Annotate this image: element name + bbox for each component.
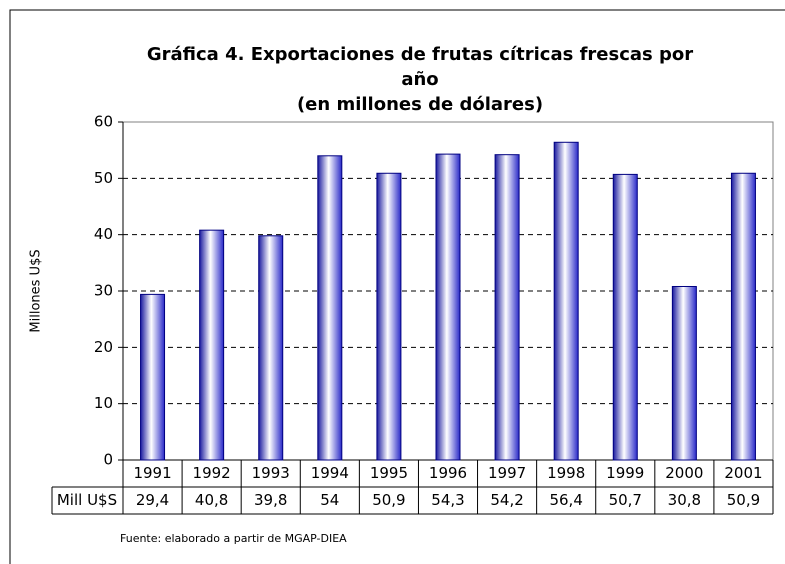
y-tick-label: 30	[94, 282, 113, 300]
data-label: 29,4	[136, 491, 169, 509]
x-tick-label: 1998	[547, 464, 585, 482]
data-label: 50,7	[609, 491, 642, 509]
y-tick-label: 20	[94, 338, 113, 356]
bar	[730, 172, 756, 461]
chart-title: año	[401, 69, 438, 90]
source: Fuente: elaborado a partir de MGAP-DIEA	[120, 532, 347, 545]
x-tick-label: 1992	[193, 464, 231, 482]
bar	[553, 141, 579, 461]
y-axis-label: Millones U$S	[29, 249, 44, 332]
y-tick-label: 10	[94, 394, 113, 412]
bar	[671, 285, 697, 461]
data-label: 54,2	[490, 491, 523, 509]
data-label: 50,9	[372, 491, 405, 509]
x-tick-label: 1997	[488, 464, 526, 482]
x-tick-label: 1993	[252, 464, 290, 482]
y-tick-label: 50	[94, 169, 113, 187]
x-tick-label: 1999	[606, 464, 644, 482]
y-tick-label: 0	[103, 451, 113, 469]
x-tick-label: 1996	[429, 464, 467, 482]
bar	[199, 229, 225, 461]
x-tick-label: 2000	[665, 464, 703, 482]
y-tick-label: 40	[94, 225, 113, 243]
bar	[612, 173, 638, 461]
chart-title: Gráfica 4. Exportaciones de frutas cítri…	[147, 44, 693, 65]
data-label: 56,4	[549, 491, 582, 509]
data-label: 30,8	[668, 491, 701, 509]
x-tick-label: 1991	[133, 464, 171, 482]
bar	[317, 155, 343, 461]
data-label: 54,3	[431, 491, 464, 509]
data-label: 40,8	[195, 491, 228, 509]
data-label: 54	[320, 491, 339, 509]
frame	[9, 9, 785, 564]
chart-title: (en millones de dólares)	[297, 94, 543, 115]
x-tick-label: 1994	[311, 464, 349, 482]
bar	[494, 154, 520, 461]
data-label: 39,8	[254, 491, 287, 509]
bar	[435, 153, 461, 461]
y-tick-label: 60	[94, 113, 113, 131]
bar	[140, 293, 166, 461]
data-label: 50,9	[727, 491, 760, 509]
x-tick-label: 1995	[370, 464, 408, 482]
bar	[258, 235, 284, 461]
x-tick-label: 2001	[724, 464, 762, 482]
legend-entry: Mill U$S	[57, 491, 117, 509]
bar	[376, 172, 402, 461]
